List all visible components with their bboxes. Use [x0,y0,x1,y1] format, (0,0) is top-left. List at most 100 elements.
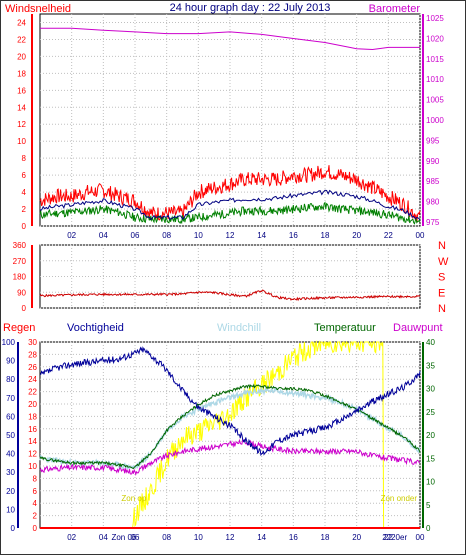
rain-y-tick-label: 4 [33,499,38,508]
wind-low-line [39,201,421,225]
baro-y-tick-label: 1020 [426,34,444,43]
baro-y-tick-label: 1005 [426,96,444,105]
sunset-label: Zon onder [381,494,418,503]
barometer-line [40,27,420,51]
wind-barometer-panel: 02 04 06 08 10 12 14 16 18 20 22 000246810121416182… [17,13,444,240]
compass-label: S [438,272,445,284]
x-tick-label: 18 [321,231,330,240]
legend-dauwpunt: Dauwpunt [393,322,443,334]
wind-y-tick-label: 12 [17,120,26,129]
rain-y-tick-label: 10 [28,462,37,471]
direction-y-tick-label: 180 [13,273,27,282]
wind-gust-line [39,165,421,223]
direction-y-tick-label: 90 [17,288,26,297]
x-tick-label: 22 [384,533,393,542]
x-tick-label: 06 [131,533,140,542]
wind-direction-line [39,289,421,302]
humidity-y-tick-label: 80 [6,375,15,384]
legend-temperatuur: Temperatuur [314,322,376,334]
x-tick-label: 18 [321,533,330,542]
x-tick-label: 08 [162,231,171,240]
barometer-axis-title: Barometer [369,3,421,15]
x-tick-label: 20 [352,533,361,542]
x-tick-label: 10 [194,533,203,542]
x-tick-label: 20 [352,231,361,240]
baro-y-tick-label: 1000 [426,116,444,125]
temp-y-tick-label: 20 [426,431,435,440]
wind-avg-line [39,189,421,221]
x-tick-label: 10 [194,231,203,240]
direction-y-tick-label: 360 [13,241,27,250]
x-tick-label: 04 [99,231,108,240]
rain-y-tick-label: 12 [28,450,37,459]
x-tick-label: 08 [162,533,171,542]
temp-y-tick-label: 10 [426,478,435,487]
temp-y-tick-label: 40 [426,338,435,347]
baro-y-tick-label: 975 [426,218,440,227]
windchill-line [39,386,421,470]
x-tick-overlay: 2220er [382,533,407,542]
baro-y-tick-label: 985 [426,177,440,186]
x-tick-label: 04 [99,533,108,542]
rain-y-tick-label: 0 [33,524,38,533]
humidity-y-tick-label: 90 [6,357,15,366]
legend-regen: Regen [3,322,35,334]
x-tick-label: 12 [226,231,235,240]
rain-y-tick-label: 22 [28,388,37,397]
rain-y-tick-label: 24 [28,375,37,384]
rain-y-tick-label: 18 [28,412,37,421]
humidity-y-tick-label: 50 [6,431,15,440]
humidity-y-tick-label: 100 [2,338,16,347]
baro-y-tick-label: 1010 [426,75,444,84]
x-tick-label: 02 [67,533,76,542]
temp-y-tick-label: 0 [426,524,431,533]
x-tick-label: 12 [226,533,235,542]
x-tick-label: 14 [257,231,266,240]
temp-y-tick-label: 30 [426,385,435,394]
x-tick-label: 16 [289,533,298,542]
wind-y-tick-label: 6 [22,171,27,180]
baro-y-tick-label: 990 [426,157,440,166]
rain-y-tick-label: 8 [33,474,38,483]
direction-y-tick-label: 270 [13,257,27,266]
temperature-humidity-panel: 02 04 06 08 10 12 14 16 18 20 22 000246810121416182… [2,338,436,542]
humidity-y-tick-label: 40 [6,450,15,459]
wind-y-tick-label: 4 [22,188,27,197]
wind-y-tick-label: 20 [17,52,26,61]
wind-axis-title: Windsnelheid [5,3,71,15]
temp-y-tick-label: 15 [426,454,435,463]
wind-y-tick-label: 16 [17,86,26,95]
compass-label: W [438,256,449,268]
humidity-y-tick-label: 30 [6,468,15,477]
wind-y-tick-label: 8 [22,154,27,163]
x-tick-label: 16 [289,231,298,240]
compass-label: E [438,287,445,299]
humidity-line [40,345,421,457]
sunrise-label: Zon op [121,494,146,503]
rain-y-tick-label: 20 [28,400,37,409]
wind-y-tick-label: 22 [17,35,26,44]
x-tick-label: 06 [131,231,140,240]
baro-y-tick-label: 1015 [426,55,444,64]
wind-y-tick-label: 2 [22,205,27,214]
direction-y-tick-label: 0 [22,304,27,313]
wind-y-tick-label: 0 [22,222,27,231]
dewpoint-line [39,438,421,476]
temp-y-tick-label: 5 [426,501,431,510]
legend-windchill: Windchill [217,322,261,334]
humidity-y-tick-label: 0 [11,524,16,533]
compass-label: N [438,303,446,315]
x-tick-label: 00 [416,231,425,240]
rain-y-tick-label: 16 [28,425,37,434]
baro-y-tick-label: 980 [426,198,440,207]
rain-y-tick-label: 26 [28,363,37,372]
wind-y-tick-label: 10 [17,137,26,146]
wind-y-tick-label: 24 [17,18,26,27]
chart-title: 24 hour graph day : 22 July 2013 [170,2,331,14]
wind-y-tick-label: 18 [17,69,26,78]
temp-y-tick-label: 35 [426,361,435,370]
rain-y-tick-label: 28 [28,350,37,359]
x-tick-label: 14 [257,533,266,542]
